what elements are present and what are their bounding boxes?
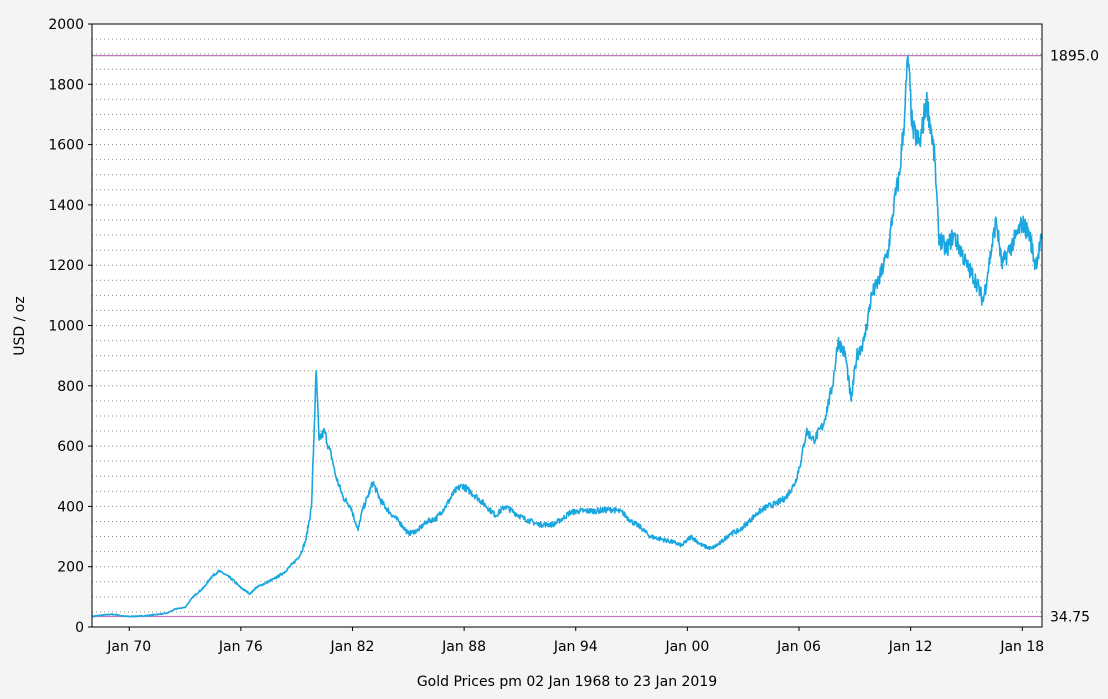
reference-line-labels: 1895.0 34.75 bbox=[1050, 49, 1099, 626]
y-tick-label: 1400 bbox=[48, 198, 84, 214]
y-tick-label: 600 bbox=[57, 439, 84, 455]
y-tick-label: 1600 bbox=[48, 138, 84, 154]
y-tick-label: 1800 bbox=[48, 77, 84, 93]
y-tick-label: 2000 bbox=[48, 17, 84, 33]
gold-price-series-line bbox=[91, 54, 1043, 618]
x-tick-label: Jan 88 bbox=[441, 639, 486, 655]
reference-line-label: 34.75 bbox=[1050, 610, 1090, 626]
y-tick-label: 400 bbox=[57, 499, 84, 515]
y-axis: 0 200 400 600 800 1000 1200 1400 1600 1800 2000 bbox=[48, 17, 92, 636]
x-tick-label: Jan 12 bbox=[888, 639, 933, 655]
x-tick-label: Jan 94 bbox=[553, 639, 598, 655]
plot-area bbox=[92, 24, 1042, 627]
y-tick-label: 1200 bbox=[48, 258, 84, 274]
x-tick-label: Jan 18 bbox=[999, 639, 1044, 655]
x-axis-title: Gold Prices pm 02 Jan 1968 to 23 Jan 201… bbox=[417, 674, 717, 690]
y-tick-label: 800 bbox=[57, 379, 84, 395]
y-axis-title: USD / oz bbox=[12, 296, 28, 355]
y-tick-label: 1000 bbox=[48, 319, 84, 335]
y-tick-label: 0 bbox=[75, 620, 84, 636]
x-tick-label: Jan 00 bbox=[664, 639, 709, 655]
x-tick-label: Jan 82 bbox=[330, 639, 375, 655]
reference-lines bbox=[92, 55, 1042, 618]
x-tick-label: Jan 70 bbox=[106, 639, 151, 655]
y-tick-label: 200 bbox=[57, 560, 84, 576]
x-tick-label: Jan 76 bbox=[218, 639, 263, 655]
x-axis: Jan 70 Jan 76 Jan 82 Jan 88 Jan 94 Jan 00 Jan … bbox=[106, 627, 1044, 655]
reference-line-label: 1895.0 bbox=[1050, 49, 1099, 65]
x-tick-label: Jan 06 bbox=[776, 639, 821, 655]
